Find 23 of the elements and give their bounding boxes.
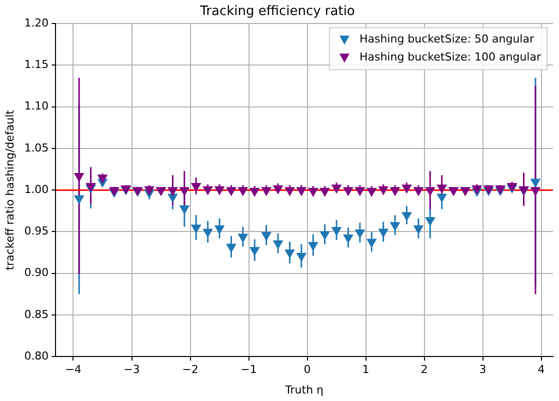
x-tick-label: 2 xyxy=(420,363,428,376)
x-tick-label: −2 xyxy=(182,363,198,376)
y-axis-title: trackeff ratio hashing/default xyxy=(3,109,16,270)
legend-label: Hashing bucketSize: 50 angular xyxy=(359,32,534,46)
x-tick-label: −4 xyxy=(65,363,82,376)
y-tick-label: 1.20 xyxy=(24,16,49,30)
x-tick-label: 1 xyxy=(362,363,370,376)
y-tick-label: 1.15 xyxy=(24,58,49,72)
x-axis-title: Truth η xyxy=(284,383,324,396)
y-tick-label: 1.05 xyxy=(24,141,49,154)
x-tick-label: 0 xyxy=(304,363,311,376)
x-tick-label: −1 xyxy=(240,363,257,376)
y-tick-label: 1.10 xyxy=(24,100,49,113)
y-tick-label: 0.85 xyxy=(24,308,49,321)
legend-label: Hashing bucketSize: 100 angular xyxy=(359,50,542,64)
y-tick-label: 0.80 xyxy=(24,349,49,362)
x-tick-label: 4 xyxy=(538,363,545,376)
y-tick-label: 1.00 xyxy=(24,182,49,196)
y-tick-label: 0.90 xyxy=(24,266,49,280)
x-tick-label: 3 xyxy=(479,363,486,376)
x-tick-label: −3 xyxy=(124,363,140,376)
y-tick-label: 0.95 xyxy=(24,224,49,238)
chart-title: Tracking efficiency ratio xyxy=(199,4,355,20)
